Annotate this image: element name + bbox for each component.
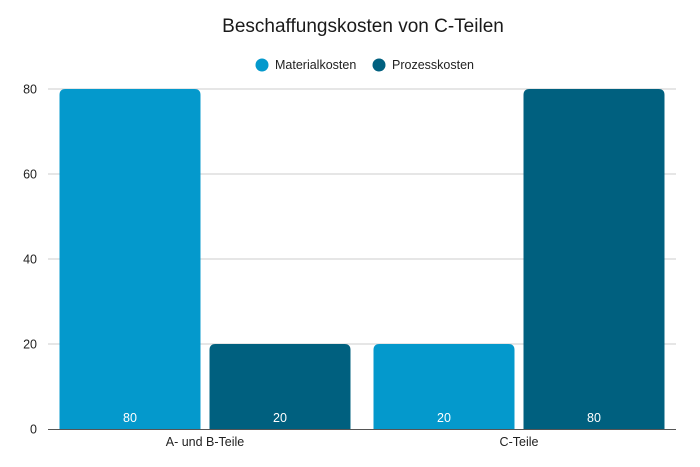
bar xyxy=(59,89,201,429)
bar xyxy=(209,344,351,429)
y-tick-label: 20 xyxy=(23,338,37,352)
y-tick-label: 60 xyxy=(23,168,37,182)
x-category-label: A- und B-Teile xyxy=(166,435,245,449)
legend-swatch-materialkosten xyxy=(255,58,269,72)
y-tick-label: 80 xyxy=(23,83,37,97)
bars: 80 20 20 80 xyxy=(59,89,665,429)
legend-label-materialkosten: Materialkosten xyxy=(275,58,356,72)
bar xyxy=(523,89,665,429)
bar-data-label: 20 xyxy=(273,411,287,425)
chart-title: Beschaffungskosten von C-Teilen xyxy=(222,16,504,37)
y-tick-label: 0 xyxy=(30,423,37,437)
bar-data-label: 80 xyxy=(587,411,601,425)
legend-swatch-prozesskosten xyxy=(372,58,386,72)
legend-item-prozesskosten: Prozesskosten xyxy=(372,58,474,72)
bar-data-label: 80 xyxy=(123,411,137,425)
legend-item-materialkosten: Materialkosten xyxy=(255,58,356,72)
x-axis: A- und B-Teile C-Teile xyxy=(48,429,676,449)
bar-data-label: 20 xyxy=(437,411,451,425)
y-tick-label: 40 xyxy=(23,253,37,267)
x-category-label: C-Teile xyxy=(500,435,539,449)
legend: Materialkosten Prozesskosten xyxy=(255,58,474,72)
bar xyxy=(373,344,515,429)
y-axis: 0 20 40 60 80 xyxy=(23,83,37,437)
legend-label-prozesskosten: Prozesskosten xyxy=(392,58,474,72)
